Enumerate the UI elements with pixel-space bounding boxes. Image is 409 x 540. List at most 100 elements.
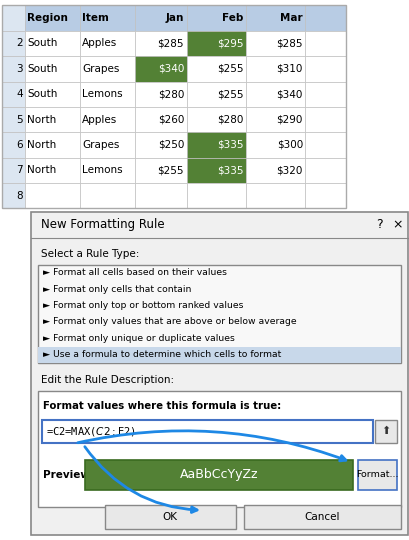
FancyBboxPatch shape [104, 505, 235, 529]
Text: ► Format all cells based on their values: ► Format all cells based on their values [43, 268, 227, 278]
FancyBboxPatch shape [135, 31, 186, 56]
Text: ⬆: ⬆ [381, 427, 390, 436]
Text: Lemons: Lemons [82, 89, 123, 99]
FancyBboxPatch shape [243, 505, 400, 529]
Text: Edit the Rule Description:: Edit the Rule Description: [41, 375, 174, 385]
FancyBboxPatch shape [305, 56, 346, 82]
Text: Apples: Apples [82, 114, 117, 125]
Text: Preview:: Preview: [43, 470, 94, 480]
Text: $290: $290 [276, 114, 302, 125]
Text: Feb: Feb [222, 13, 243, 23]
FancyBboxPatch shape [186, 56, 245, 82]
Text: $320: $320 [276, 165, 302, 176]
Text: ► Format only unique or duplicate values: ► Format only unique or duplicate values [43, 334, 234, 343]
FancyBboxPatch shape [38, 391, 400, 507]
FancyBboxPatch shape [80, 31, 135, 56]
Text: 5: 5 [16, 114, 23, 125]
FancyBboxPatch shape [80, 56, 135, 82]
Text: $340: $340 [157, 64, 184, 74]
FancyBboxPatch shape [245, 107, 305, 132]
FancyBboxPatch shape [80, 107, 135, 132]
FancyBboxPatch shape [2, 158, 25, 183]
Text: $280: $280 [217, 114, 243, 125]
FancyBboxPatch shape [186, 107, 245, 132]
Text: Format...: Format... [356, 470, 398, 479]
FancyBboxPatch shape [305, 107, 346, 132]
FancyBboxPatch shape [245, 82, 305, 107]
Text: Mar: Mar [280, 13, 302, 23]
Text: $260: $260 [157, 114, 184, 125]
FancyBboxPatch shape [25, 5, 80, 31]
Text: New Formatting Rule: New Formatting Rule [41, 218, 164, 231]
Text: $310: $310 [276, 64, 302, 74]
FancyBboxPatch shape [305, 82, 346, 107]
Text: $285: $285 [276, 38, 302, 49]
FancyBboxPatch shape [186, 158, 245, 183]
FancyBboxPatch shape [357, 460, 396, 490]
FancyBboxPatch shape [135, 132, 186, 158]
FancyBboxPatch shape [305, 183, 346, 208]
FancyBboxPatch shape [245, 158, 305, 183]
FancyBboxPatch shape [80, 158, 135, 183]
FancyBboxPatch shape [135, 56, 186, 82]
Text: $300: $300 [276, 140, 302, 150]
Text: Lemons: Lemons [82, 165, 123, 176]
Text: North: North [27, 140, 56, 150]
Text: $250: $250 [157, 140, 184, 150]
Text: Cancel: Cancel [304, 512, 339, 522]
Text: Jan: Jan [165, 13, 184, 23]
Text: $295: $295 [216, 38, 243, 49]
Text: $335: $335 [216, 165, 243, 176]
FancyBboxPatch shape [186, 183, 245, 208]
Text: Grapes: Grapes [82, 140, 119, 150]
FancyBboxPatch shape [135, 5, 186, 31]
FancyBboxPatch shape [2, 183, 25, 208]
Text: ×: × [391, 218, 402, 231]
Text: 6: 6 [16, 140, 23, 150]
Text: 2: 2 [16, 38, 23, 49]
Text: Select a Rule Type:: Select a Rule Type: [41, 249, 139, 259]
Text: $255: $255 [216, 64, 243, 74]
Text: Region: Region [27, 13, 68, 23]
Text: ► Format only values that are above or below average: ► Format only values that are above or b… [43, 318, 296, 326]
Text: ► Use a formula to determine which cells to format: ► Use a formula to determine which cells… [43, 350, 281, 359]
Text: OK: OK [162, 512, 177, 522]
FancyBboxPatch shape [25, 31, 80, 56]
FancyBboxPatch shape [2, 82, 25, 107]
Text: 8: 8 [16, 191, 23, 201]
FancyBboxPatch shape [305, 31, 346, 56]
FancyBboxPatch shape [80, 132, 135, 158]
FancyBboxPatch shape [135, 82, 186, 107]
Text: $340: $340 [276, 89, 302, 99]
FancyBboxPatch shape [85, 460, 353, 490]
Text: North: North [27, 165, 56, 176]
FancyBboxPatch shape [38, 265, 400, 363]
Text: $335: $335 [216, 140, 243, 150]
FancyBboxPatch shape [42, 420, 372, 443]
FancyBboxPatch shape [25, 107, 80, 132]
FancyBboxPatch shape [135, 183, 186, 208]
Text: Apples: Apples [82, 38, 117, 49]
FancyBboxPatch shape [25, 82, 80, 107]
FancyBboxPatch shape [2, 56, 25, 82]
Text: North: North [27, 114, 56, 125]
Text: $255: $255 [216, 89, 243, 99]
FancyBboxPatch shape [80, 5, 135, 31]
FancyBboxPatch shape [25, 158, 80, 183]
FancyBboxPatch shape [2, 132, 25, 158]
FancyBboxPatch shape [374, 420, 396, 443]
FancyBboxPatch shape [305, 132, 346, 158]
FancyBboxPatch shape [245, 56, 305, 82]
FancyBboxPatch shape [186, 31, 245, 56]
FancyBboxPatch shape [245, 132, 305, 158]
FancyBboxPatch shape [2, 31, 25, 56]
Text: AaBbCcYyZz: AaBbCcYyZz [180, 468, 258, 481]
FancyBboxPatch shape [245, 31, 305, 56]
Text: ► Format only cells that contain: ► Format only cells that contain [43, 285, 191, 294]
FancyBboxPatch shape [38, 347, 400, 363]
FancyBboxPatch shape [245, 5, 305, 31]
FancyBboxPatch shape [25, 56, 80, 82]
Text: South: South [27, 38, 57, 49]
FancyBboxPatch shape [305, 5, 346, 31]
Text: South: South [27, 64, 57, 74]
